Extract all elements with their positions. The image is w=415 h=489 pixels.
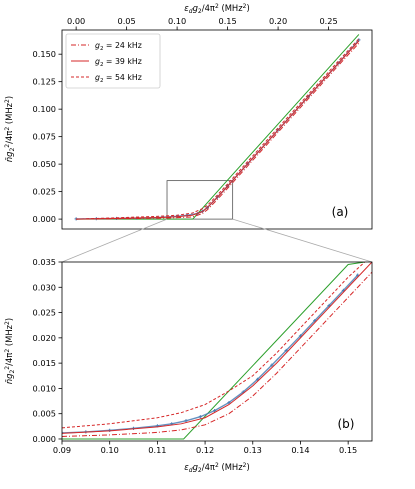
panel-b-line-g-2-39-khz [62, 262, 372, 434]
panel-a-x-tick-label: 0.10 [168, 16, 186, 26]
panel-a-line-g-2-39-khz [76, 40, 360, 220]
panel-a-line-series-3 [76, 34, 360, 220]
panel-b-y-tick-label: 0.020 [33, 333, 56, 343]
panel-b-data-trace [62, 274, 359, 434]
panel-a-frame [61, 29, 373, 230]
panel-b-x-tick-label: 0.10 [101, 445, 119, 455]
panel-a-xlabel: εdg2/4π2 (MHz2) [184, 3, 250, 15]
panel-a-ylabel: n̄g22/4π2 (MHz2) [4, 96, 16, 162]
panel-b-x-tick-label: 0.12 [196, 445, 214, 455]
panel-b-x-tick-label: 0.11 [148, 445, 166, 455]
panel-b: 0.09 0.10 0.11 0.12 0.13 0.14 0.15 0.0000.0050… [4, 257, 373, 474]
panel-a-x-ticks: 0.00 0.05 0.10 0.15 0.20 0.25 [67, 16, 338, 30]
panel-a-x-tick-label: 0.25 [319, 16, 337, 26]
panel-a-inset-box [166, 180, 234, 220]
zoom-connector-right [232, 218, 373, 263]
panel-a-y-tick-label: 0.050 [33, 159, 56, 169]
panel-b-tag: (b) [338, 417, 355, 431]
panel-a-y-ticks: 0.000 0.025 0.050 0.075 0.100 0.125 0.150 [33, 49, 62, 224]
panel-b-line-g-2-54-khz [62, 262, 366, 429]
svg-text:g2 = 24 kHz: g2 = 24 kHz [95, 41, 142, 52]
legend-entry-24khz: g2 = 24 kHz [71, 41, 142, 52]
panel-b-frame [61, 261, 373, 442]
panel-a: 0.00 0.05 0.10 0.15 0.20 0.25 0.000 0.025 0.050… [4, 3, 373, 230]
legend-entry-54khz: g2 = 54 kHz [71, 73, 142, 84]
panel-b-x-tick-label: 0.13 [244, 445, 262, 455]
panel-b-y-ticks: 0.000 0.005 0.010 0.015 0.020 0.025 0.030 0.035 [33, 257, 62, 444]
panel-a-y-tick-label: 0.000 [33, 214, 56, 224]
inset-box [166, 180, 234, 220]
panel-b-y-tick-label: 0.030 [33, 282, 56, 292]
legend-frame [65, 33, 161, 89]
panel-b-y-tick-label: 0.035 [33, 257, 56, 267]
panel-b-x-tick-label: 0.15 [339, 445, 357, 455]
panel-a-x-tick-label: 0.15 [218, 16, 236, 26]
panel-a-y-tick-label: 0.025 [33, 187, 56, 197]
panel-b-ylabel: n̄g22/4π2 (MHz2) [4, 318, 16, 384]
panel-b-y-tick-label: 0.015 [33, 358, 56, 368]
panel-b-data-point [356, 273, 360, 277]
panel-b-y-tick-label: 0.005 [33, 409, 56, 419]
panel-b-y-tick-label: 0.010 [33, 383, 56, 393]
panel-b-y-tick-label: 0.000 [33, 434, 56, 444]
panel-a-x-tick-label: 0.00 [67, 16, 85, 26]
panel-a-x-tick-label: 0.20 [269, 16, 287, 26]
panel-b-x-tick-label: 0.14 [291, 445, 309, 455]
panel-a-series [74, 34, 361, 221]
panel-b-x-tick-label: 0.09 [53, 445, 71, 455]
zoom-connectors [61, 218, 373, 263]
panel-a-tag: (a) [332, 205, 349, 219]
panel-b-xlabel: εdg2/4π2 (MHz2) [184, 462, 250, 474]
legend: g2 = 24 kHz g2 = 39 kHz g2 = 54 kHz [65, 33, 161, 89]
panel-a-y-tick-label: 0.075 [33, 132, 56, 142]
legend-entry-39khz: g2 = 39 kHz [71, 57, 142, 68]
panel-a-line-g-2-54-khz [76, 38, 360, 220]
panel-a-line-g-2-24-khz [76, 42, 360, 220]
panel-b-series [62, 262, 372, 440]
panel-a-y-tick-label: 0.100 [33, 104, 56, 114]
panel-b-x-ticks: 0.09 0.10 0.11 0.12 0.13 0.14 0.15 [53, 441, 357, 455]
zoom-connector-left [61, 218, 168, 263]
panel-a-y-tick-label: 0.125 [33, 77, 56, 87]
panel-b-line-g-2-24-khz [62, 271, 372, 437]
panel-b-y-tick-label: 0.025 [33, 308, 56, 318]
svg-text:g2 = 39 kHz: g2 = 39 kHz [95, 57, 142, 68]
panel-a-x-tick-label: 0.05 [118, 16, 136, 26]
svg-text:g2 = 54 kHz: g2 = 54 kHz [95, 73, 142, 84]
panel-a-y-tick-label: 0.150 [33, 49, 56, 59]
panel-b-line-series-3 [62, 262, 365, 440]
